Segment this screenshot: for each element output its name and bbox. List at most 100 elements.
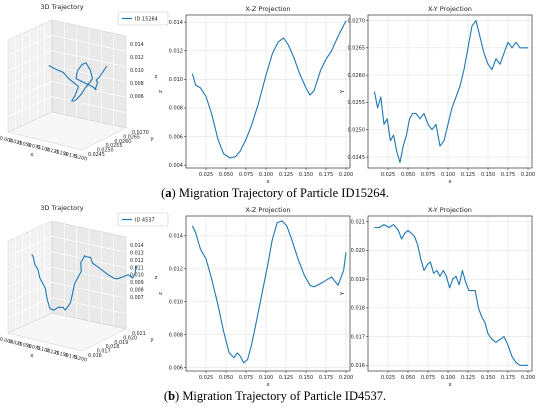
plot-frame: [185, 14, 351, 169]
x-tick-label: 0.100: [36, 144, 51, 153]
grid-line: [7, 236, 53, 257]
legend: ID 4537: [117, 212, 169, 227]
x-axis-label: x: [448, 179, 452, 185]
y-tick-label: 0.014: [169, 234, 183, 240]
x-tick-label: 0.025: [199, 172, 213, 178]
y-tick-label: 0.021: [132, 331, 146, 337]
y-tick-label: 0.012: [169, 267, 183, 273]
x-tick-label: 0.025: [199, 375, 213, 381]
y-tick-label: 0.017: [97, 349, 111, 355]
x-tick-label: 0.175: [319, 172, 333, 178]
x-tick-label: 0.125: [461, 172, 475, 178]
z-tick-label: 0.012: [130, 258, 144, 264]
y-tick-label: 0.006: [169, 134, 183, 140]
x-tick-label: 0.200: [339, 172, 353, 178]
y-tick-label: 0.016: [88, 353, 102, 359]
x-tick-label: 0.075: [27, 343, 42, 352]
series-line: [48, 62, 108, 102]
chart-title: X-Z Projection: [245, 5, 290, 13]
y-tick-label: 0.0265: [348, 46, 366, 52]
chart-title: 3D Trajectory: [40, 3, 83, 11]
y-tick-label: 0.0250: [97, 148, 114, 154]
x-tick-label: 0.025: [381, 172, 395, 178]
grid-line: [51, 35, 127, 52]
plot-frame: [367, 215, 533, 372]
x-tick-label: 0.050: [219, 172, 233, 178]
plot-frame: [185, 215, 351, 372]
chart-a-3d-trajectory: 3D Trajectory0.0000.0250.0500.0750.1000.…: [0, 3, 169, 163]
x-tick-label: 0.150: [54, 350, 69, 359]
y-tick-label: 0.004: [169, 163, 183, 169]
x-tick-label: 0.050: [401, 375, 415, 381]
grid-line: [7, 35, 53, 56]
grid-line: [51, 236, 127, 253]
chart-a-x-z-projection: X-Z Projection 0.025 0.050 0.075 0.100 0.125 0…: [158, 5, 353, 185]
legend-box: [117, 212, 169, 227]
x-tick-label: 0.175: [501, 375, 515, 381]
legend-label: ID 4537: [135, 218, 155, 224]
x-tick-label: 0.050: [17, 341, 32, 350]
x-tick-label: 0.075: [239, 375, 253, 381]
y-tick-label: 0.010: [169, 77, 183, 83]
y-tick-label: 0.0260: [114, 139, 131, 145]
x-tick-label: 0.150: [54, 149, 69, 158]
y-axis-label: y: [150, 337, 154, 343]
caption-a: (a) Migration Trajectory of Particle ID1…: [161, 186, 389, 200]
chart-b-x-y-projection: X-Y Projection 0.025 0.050 0.075 0.100 0.125 0…: [340, 206, 535, 388]
y-tick-label: 0.019: [114, 340, 128, 346]
z-tick-label: 0.010: [130, 68, 144, 74]
series-line: [374, 224, 528, 366]
x-tick-label: 0.175: [64, 151, 79, 160]
y-tick-label: 0.0270: [132, 130, 149, 136]
x-tick-label: 0.125: [45, 348, 60, 357]
chart-b-3d-trajectory: 3D Trajectory0.0000.0250.0500.0750.1000.…: [0, 204, 169, 364]
x-tick-label: 0.150: [481, 172, 495, 178]
y-tick-label: 0.006: [169, 366, 183, 372]
y-tick-label: 0.012: [169, 49, 183, 55]
z-tick-label: 0.007: [130, 295, 144, 301]
z-tick-label: 0.008: [130, 288, 144, 294]
x-tick-label: 0.000: [0, 336, 14, 345]
z-axis-label: z: [155, 74, 158, 80]
x-tick-label: 0.175: [319, 375, 333, 381]
x-tick-label: 0.000: [0, 135, 14, 144]
y-tick-label: 0.021: [351, 220, 365, 226]
chart-b-x-z-projection: X-Z Projection 0.025 0.050 0.075 0.100 0.125 0…: [158, 206, 353, 388]
x-tick-label: 0.175: [64, 352, 79, 361]
x-tick-label: 0.075: [239, 172, 253, 178]
y-tick-label: 0.0270: [348, 18, 366, 24]
x-tick-label: 0.100: [441, 172, 455, 178]
x-axis-label: x: [30, 152, 34, 158]
y-tick-label: 0.0245: [348, 155, 366, 161]
x-tick-label: 0.150: [299, 172, 313, 178]
x-axis-label: x: [266, 382, 270, 388]
y-axis-label: z: [158, 90, 164, 93]
z-tick-label: 0.009: [130, 280, 144, 286]
x-tick-label: 0.200: [521, 172, 535, 178]
y-tick-label: 0.018: [351, 306, 365, 312]
x-tick-label: 0.025: [8, 138, 23, 147]
series-line: [373, 19, 528, 164]
x-tick-label: 0.150: [299, 375, 313, 381]
y-tick-label: 0.016: [351, 363, 365, 369]
chart-a-x-y-projection: X-Y Projection 0.025 0.050 0.075 0.100 0.125 0…: [340, 5, 535, 185]
x-tick-label: 0.125: [461, 375, 475, 381]
z-tick-label: 0.013: [130, 250, 144, 256]
series-line: [31, 254, 137, 311]
x-axis-label: x: [30, 353, 34, 359]
y-tick-label: 0.020: [351, 248, 365, 254]
y-tick-label: 0.017: [351, 334, 365, 340]
x-tick-label: 0.100: [36, 345, 51, 354]
y-tick-label: 0.018: [106, 344, 120, 350]
x-tick-label: 0.100: [259, 172, 273, 178]
y-tick-label: 0.0250: [348, 128, 366, 134]
x-axis-label: x: [266, 179, 270, 185]
x-tick-label: 0.075: [421, 172, 435, 178]
x-tick-label: 0.075: [27, 142, 42, 151]
x-axis-label: x: [448, 382, 452, 388]
x-tick-label: 0.150: [481, 375, 495, 381]
x-tick-label: 0.025: [381, 375, 395, 381]
x-tick-label: 0.175: [501, 172, 515, 178]
x-tick-label: 0.075: [421, 375, 435, 381]
x-tick-label: 0.200: [73, 153, 88, 162]
